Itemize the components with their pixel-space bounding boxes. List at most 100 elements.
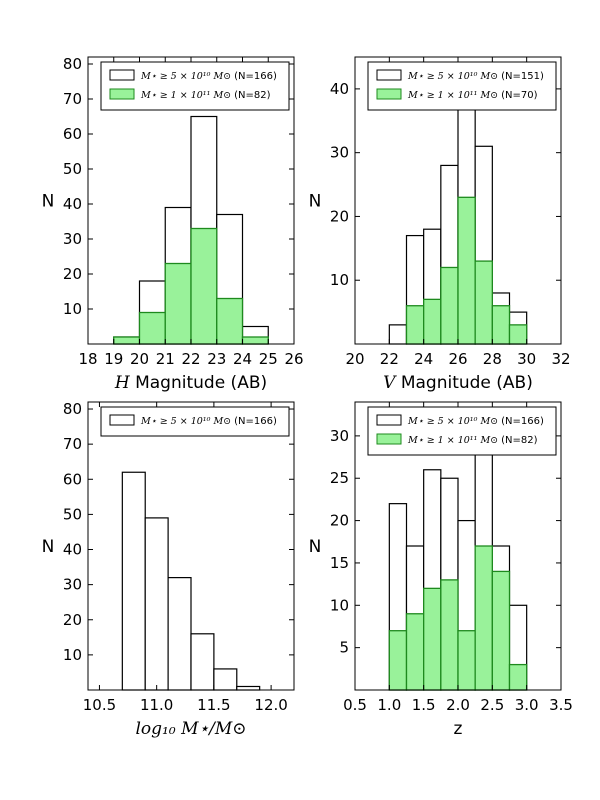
bar-open-0 — [121, 471, 146, 691]
legend-box — [367, 61, 557, 111]
y-tick-label: 20 — [63, 265, 82, 283]
bar-filled-1 — [405, 613, 425, 691]
x-tick-label: 25 — [259, 350, 278, 368]
y-tick-label: 50 — [63, 160, 82, 178]
legend-count: (N=166) — [501, 416, 544, 427]
x-axis-label-text: z — [454, 719, 463, 739]
axes-frame — [87, 401, 295, 691]
panel-top-left: 18 19 20 21 22 23 24 25 26 10 20 30 40 50 60 70 80 N H Mag… — [42, 55, 304, 393]
y-axis-label: N — [42, 537, 55, 557]
x-tick-label: 1.0 — [377, 696, 401, 714]
legend-count: (N=82) — [501, 435, 537, 446]
y-tick-label: 80 — [63, 55, 82, 73]
bar-filled-4 — [474, 260, 493, 345]
legend-swatch-filled — [376, 433, 402, 445]
y-tick-label: 60 — [63, 125, 82, 143]
y-tick-label: 60 — [63, 470, 82, 488]
x-tick-label: 28 — [483, 350, 502, 368]
x-tick-label: 3.0 — [515, 696, 539, 714]
bar-filled-2 — [440, 266, 459, 345]
legend-count: (N=82) — [234, 90, 270, 101]
x-tick-label: 22 — [380, 350, 399, 368]
y-tick-label: 50 — [63, 505, 82, 523]
x-axis-label: H Magnitude (AB) — [114, 373, 267, 393]
y-axis-label: N — [42, 192, 55, 212]
x-tick-label: 20 — [345, 350, 364, 368]
panel-bottom-right: 0.5 1.0 1.5 2.0 2.5 3.0 3.5 5 10 15 20 25 30 Nz M⋆ ≥ 5… — [309, 401, 573, 739]
bar-filled-0 — [388, 630, 408, 691]
legend: M⋆ ≥ 5 × 10¹⁰ M⊙ (N=151) M⋆ ≥ 1 × 10¹¹ M⊙… — [367, 61, 557, 111]
bar-filled-3 — [440, 579, 459, 691]
legend-swatch-open — [109, 414, 135, 426]
x-tick-label: 0.5 — [343, 696, 367, 714]
x-tick-label: 32 — [551, 350, 570, 368]
bar-filled-4 — [457, 630, 476, 691]
y-tick-label: 15 — [330, 554, 349, 572]
y-tick-label: 40 — [63, 541, 82, 559]
y-tick-label: 5 — [339, 639, 349, 657]
x-axis-label: log₁₀ M⋆/M⊙ — [135, 719, 246, 739]
bar-open-1 — [144, 517, 169, 691]
legend-label: M⋆ ≥ 1 × 10¹¹ M⊙ (N=82) — [140, 90, 271, 101]
bar-filled-2 — [423, 587, 442, 691]
y-tick-label: 30 — [63, 230, 82, 248]
x-tick-label: 2.5 — [480, 696, 504, 714]
x-tick-label: 30 — [517, 350, 536, 368]
bar-filled-4 — [216, 297, 244, 345]
legend-swatch-filled — [109, 88, 135, 100]
x-tick-label: 11.5 — [197, 696, 230, 714]
x-tick-label: 18 — [78, 350, 97, 368]
x-tick-label: 22 — [181, 350, 200, 368]
x-axis-label-math: log₁₀ M⋆/M⊙ — [135, 719, 246, 739]
legend-count: (N=166) — [234, 71, 277, 82]
x-axis-label-math: H — [114, 373, 131, 393]
y-tick-label: 20 — [330, 512, 349, 530]
x-axis-label: V Magnitude (AB) — [383, 373, 533, 393]
y-tick-label: 40 — [330, 80, 349, 98]
x-tick-label: 20 — [130, 350, 149, 368]
legend: M⋆ ≥ 5 × 10¹⁰ M⊙ (N=166) — [100, 406, 290, 437]
x-tick-label: 21 — [156, 350, 175, 368]
legend-label: M⋆ ≥ 5 × 10¹⁰ M⊙ (N=166) — [407, 416, 544, 427]
x-axis-label-text: Magnitude (AB) — [130, 373, 267, 393]
y-axis-label: N — [309, 192, 322, 212]
bar-filled-6 — [508, 324, 528, 345]
x-tick-label: 26 — [284, 350, 303, 368]
legend-count: (N=151) — [501, 71, 544, 82]
x-axis-label-text: Magnitude (AB) — [395, 373, 532, 393]
y-tick-label: 10 — [63, 300, 82, 318]
x-tick-label: 2.0 — [446, 696, 470, 714]
bar-filled-1 — [423, 298, 442, 345]
bar-filled-0 — [113, 336, 141, 345]
bar-open-4 — [213, 668, 238, 691]
bar-open-5 — [236, 685, 261, 691]
y-tick-label: 70 — [63, 435, 82, 453]
y-tick-label: 10 — [63, 646, 82, 664]
y-tick-label: 70 — [63, 90, 82, 108]
legend: M⋆ ≥ 5 × 10¹⁰ M⊙ (N=166) M⋆ ≥ 1 × 10¹¹ M⊙… — [100, 61, 290, 111]
y-tick-label: 30 — [63, 576, 82, 594]
x-axis-label-math: V — [383, 373, 397, 393]
bar-filled-5 — [491, 305, 511, 345]
legend: M⋆ ≥ 5 × 10¹⁰ M⊙ (N=166) M⋆ ≥ 1 × 10¹¹ M⊙… — [367, 406, 557, 456]
x-tick-label: 24 — [414, 350, 433, 368]
y-tick-label: 80 — [63, 400, 82, 418]
x-tick-label: 1.5 — [412, 696, 436, 714]
x-tick-label: 19 — [104, 350, 123, 368]
y-tick-label: 10 — [330, 596, 349, 614]
y-tick-label: 25 — [330, 469, 349, 487]
x-axis-label: z — [454, 719, 463, 739]
y-tick-label: 40 — [63, 195, 82, 213]
x-tick-label: 24 — [233, 350, 252, 368]
x-tick-label: 26 — [448, 350, 467, 368]
x-tick-label: 10.5 — [83, 696, 116, 714]
bar-open-2 — [167, 577, 192, 691]
y-tick-label: 20 — [63, 611, 82, 629]
legend-count: (N=70) — [501, 90, 537, 101]
bar-filled-0 — [405, 305, 425, 345]
bar-filled-2 — [164, 262, 192, 345]
x-tick-label: 23 — [207, 350, 226, 368]
y-tick-label: 30 — [330, 144, 349, 162]
legend-label: M⋆ ≥ 1 × 10¹¹ M⊙ (N=70) — [407, 90, 538, 101]
